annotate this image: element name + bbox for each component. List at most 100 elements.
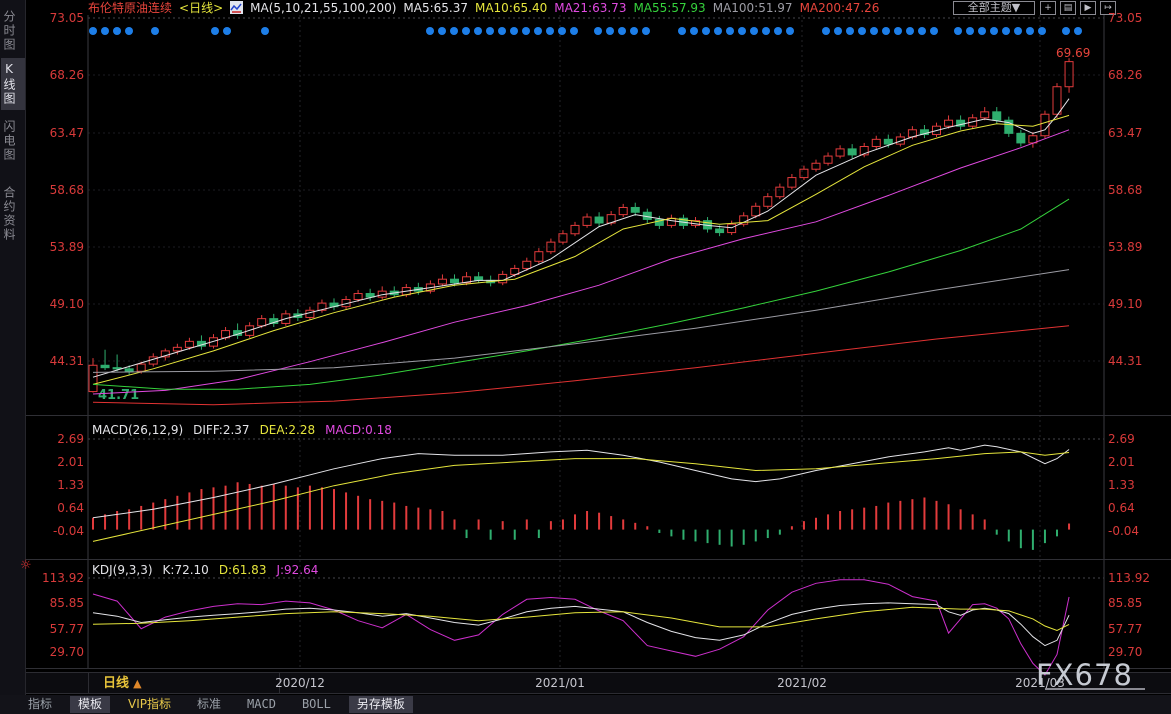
event-dot[interactable] xyxy=(498,27,506,35)
event-dot[interactable] xyxy=(113,27,121,35)
event-dot[interactable] xyxy=(702,27,710,35)
event-dot[interactable] xyxy=(606,27,614,35)
crosshair-icon[interactable]: + xyxy=(1040,1,1056,15)
kdj-j-line xyxy=(92,579,1070,676)
event-dot[interactable] xyxy=(618,27,626,35)
ma10-value: MA10:65.40 xyxy=(474,1,548,15)
event-dot[interactable] xyxy=(1074,27,1082,35)
candle-body xyxy=(932,125,941,136)
candle-body xyxy=(172,346,182,352)
candle-body xyxy=(498,273,508,284)
event-dot[interactable] xyxy=(906,27,914,35)
event-dot[interactable] xyxy=(726,27,734,35)
kdj-d-value: D:61.83 xyxy=(218,563,267,577)
event-dot[interactable] xyxy=(522,27,530,35)
event-dot[interactable] xyxy=(762,27,770,35)
event-dot[interactable] xyxy=(642,27,650,35)
event-dot[interactable] xyxy=(630,27,638,35)
event-dot[interactable] xyxy=(930,27,938,35)
candle-body xyxy=(450,278,459,284)
period-tag: <日线> xyxy=(179,1,224,15)
sidebar-tab-lightning[interactable]: 闪电图 xyxy=(2,120,16,162)
event-dot[interactable] xyxy=(1002,27,1010,35)
event-dot[interactable] xyxy=(738,27,746,35)
event-dot[interactable] xyxy=(822,27,830,35)
event-dot[interactable] xyxy=(714,27,722,35)
expand-chart-icon[interactable]: ▶ xyxy=(1080,1,1096,15)
event-dot[interactable] xyxy=(1038,27,1046,35)
event-dot[interactable] xyxy=(546,27,554,35)
event-dot[interactable] xyxy=(990,27,998,35)
boll-button[interactable]: BOLL xyxy=(301,697,331,711)
axis-label: -0.04 xyxy=(1108,524,1140,538)
event-dot[interactable] xyxy=(1062,27,1070,35)
sidebar-tab-contract-info[interactable]: 合约资料 xyxy=(2,186,16,242)
event-dot[interactable] xyxy=(870,27,878,35)
event-dot[interactable] xyxy=(846,27,854,35)
event-dot[interactable] xyxy=(450,27,458,35)
event-dot[interactable] xyxy=(211,27,219,35)
event-dot[interactable] xyxy=(486,27,494,35)
event-dot[interactable] xyxy=(882,27,890,35)
event-dot[interactable] xyxy=(223,27,231,35)
event-dot[interactable] xyxy=(834,27,842,35)
candle-body xyxy=(1016,132,1026,144)
sidebar-tab-timeshare[interactable]: 分时图 xyxy=(2,10,16,52)
event-dot[interactable] xyxy=(690,27,698,35)
macd-diff-line xyxy=(92,444,1070,519)
event-dot[interactable] xyxy=(510,27,518,35)
candle-body xyxy=(727,223,737,234)
month-label: 2021/01 xyxy=(535,676,585,690)
candle-body xyxy=(100,364,110,369)
event-dot[interactable] xyxy=(151,27,159,35)
event-dot[interactable] xyxy=(918,27,926,35)
indicators-button[interactable]: 指标 xyxy=(28,697,53,711)
event-dot[interactable] xyxy=(570,27,578,35)
sidebar-tab-kline[interactable]: K线图 xyxy=(1,58,25,110)
axis-label: 68.26 xyxy=(1108,68,1143,82)
candle-body xyxy=(462,276,472,284)
event-dot[interactable] xyxy=(558,27,566,35)
event-dot[interactable] xyxy=(966,27,974,35)
event-dot[interactable] xyxy=(1026,27,1034,35)
symbol-title: 布伦特原油连续 xyxy=(88,1,173,15)
event-dot[interactable] xyxy=(89,27,97,35)
event-dot[interactable] xyxy=(678,27,686,35)
template-button[interactable]: 模板 xyxy=(70,696,111,713)
event-dot[interactable] xyxy=(125,27,133,35)
vip-indicators-button[interactable]: VIP指标 xyxy=(128,697,172,711)
event-dot[interactable] xyxy=(858,27,866,35)
event-dot[interactable] xyxy=(774,27,782,35)
candle-body xyxy=(245,325,255,336)
macd-button[interactable]: MACD xyxy=(247,697,276,711)
macd-value: MACD:0.18 xyxy=(325,423,392,437)
save-template-button[interactable]: 另存模板 xyxy=(348,696,413,713)
compress-chart-icon[interactable]: ▤ xyxy=(1060,1,1076,15)
ma21-line xyxy=(92,129,1070,395)
candle-body xyxy=(124,368,134,372)
standard-button[interactable]: 标准 xyxy=(197,697,222,711)
theme-dropdown[interactable]: 全部主题▼ xyxy=(953,1,1035,15)
event-dot[interactable] xyxy=(786,27,794,35)
ma100-value: MA100:51.97 xyxy=(712,1,793,15)
axis-label: 85.85 xyxy=(1108,596,1143,610)
period-selector[interactable]: 日线 ▲ xyxy=(88,673,280,694)
event-dot[interactable] xyxy=(462,27,470,35)
event-dot[interactable] xyxy=(261,27,269,35)
event-dot[interactable] xyxy=(954,27,962,35)
event-dot[interactable] xyxy=(1014,27,1022,35)
indicator-settings-icon[interactable]: ☼ xyxy=(20,558,32,573)
candle-body xyxy=(944,119,954,127)
event-dot[interactable] xyxy=(426,27,434,35)
event-dot[interactable] xyxy=(978,27,986,35)
event-dot[interactable] xyxy=(101,27,109,35)
event-dot[interactable] xyxy=(438,27,446,35)
event-dot[interactable] xyxy=(534,27,542,35)
event-dot[interactable] xyxy=(474,27,482,35)
shift-right-icon[interactable]: ↦ xyxy=(1100,1,1116,15)
scrollbar-thumb[interactable] xyxy=(1045,688,1145,690)
event-dot[interactable] xyxy=(894,27,902,35)
event-dot[interactable] xyxy=(750,27,758,35)
event-dot[interactable] xyxy=(594,27,602,35)
